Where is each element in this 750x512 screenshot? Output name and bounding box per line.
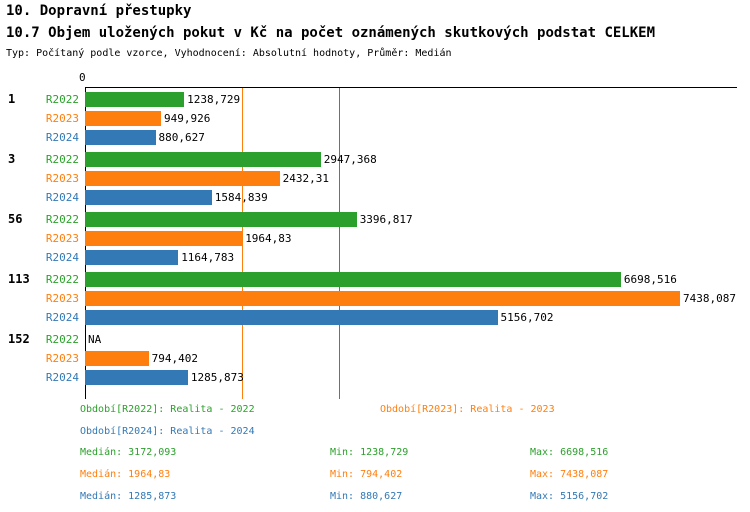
series-label: R2022: [45, 153, 79, 166]
bar-r2023: [85, 171, 280, 186]
bar-group: 113 R2022 6698,516 R2023 7438,087 R2024 5156,7…: [0, 270, 750, 327]
bar-value-label: 5156,702: [500, 311, 554, 324]
bar-value-label: 7438,087: [683, 292, 736, 305]
series-label: R2023: [45, 352, 79, 365]
stat-min-r2023: Min: 794,402: [330, 469, 403, 480]
stat-median-r2022: Medián: 3172,093: [80, 447, 177, 458]
bar-value-label: 1584,839: [214, 191, 268, 204]
series-label: R2024: [45, 131, 79, 144]
bar-r2022: [85, 212, 357, 227]
stat-min-r2022: Min: 1238,729: [330, 447, 409, 458]
bar-value-label: 949,926: [164, 112, 211, 125]
bar-row: R2022 6698,516: [0, 270, 750, 289]
bar-group: 1 R2022 1238,729 R2023 949,926 R2024 880,627: [0, 90, 750, 147]
bar-r2024: [85, 310, 498, 325]
bar-value-label: 794,402: [151, 352, 198, 365]
bar-value-label: 3396,817: [359, 213, 413, 226]
bar-r2024: [85, 370, 188, 385]
bar-group: 56 R2022 3396,817 R2023 1964,83 R2024 1164,783: [0, 210, 750, 267]
group-label: 113: [8, 272, 30, 286]
series-label: R2023: [45, 112, 79, 125]
bar-row: R2022 NA: [0, 330, 750, 349]
axis-zero-label: 0: [79, 71, 86, 84]
bar-row: R2024 1584,839: [0, 188, 750, 207]
bar-value-label: 1238,729: [187, 93, 241, 106]
bar-row: R2023 949,926: [0, 109, 750, 128]
group-label: 56: [8, 212, 23, 226]
bar-r2024: [85, 130, 156, 145]
bar-value-label: 2947,368: [323, 153, 377, 166]
group-label: 3: [8, 152, 16, 166]
bar-row: R2024 1285,873: [0, 368, 750, 387]
stat-max-r2023: Max: 7438,087: [530, 469, 609, 480]
bar-value-label: 1964,83: [245, 232, 292, 245]
bar-r2023: [85, 231, 243, 246]
bar-r2022: [85, 92, 185, 107]
series-label: R2023: [45, 232, 79, 245]
bar-group: 152 R2022 NA R2023 794,402 R2024 1285,873: [0, 330, 750, 387]
series-label: R2022: [45, 93, 79, 106]
bar-r2022: [85, 272, 621, 287]
bar-row: R2023 7438,087: [0, 289, 750, 308]
bar-row: R2023 794,402: [0, 349, 750, 368]
x-axis-line: [85, 87, 737, 88]
bar-row: R2024 5156,702: [0, 308, 750, 327]
legend-item-r2024: Období[R2024]: Realita - 2024: [80, 426, 255, 437]
report-title: 10. Dopravní přestupky: [6, 3, 192, 19]
bar-r2023: [85, 291, 680, 306]
median-line-r2023: [242, 88, 243, 399]
median-line-r2022: [339, 88, 340, 399]
series-label: R2024: [45, 251, 79, 264]
series-label: R2023: [45, 292, 79, 305]
group-label: 152: [8, 332, 30, 346]
bar-value-label: 880,627: [158, 131, 205, 144]
series-label: R2022: [45, 273, 79, 286]
bar-r2024: [85, 250, 179, 265]
bar-row: R2023 1964,83: [0, 229, 750, 248]
bar-r2023: [85, 111, 161, 126]
legend-item-r2022: Období[R2022]: Realita - 2022: [80, 404, 255, 415]
stat-max-r2022: Max: 6698,516: [530, 447, 609, 458]
series-label: R2024: [45, 311, 79, 324]
chart-groups: 1 R2022 1238,729 R2023 949,926 R2024 880,627 3 R…: [0, 90, 750, 390]
bar-value-label: NA: [88, 333, 102, 346]
series-label: R2023: [45, 172, 79, 185]
stat-max-r2024: Max: 5156,702: [530, 491, 609, 502]
stat-median-r2023: Medián: 1964,83: [80, 469, 171, 480]
series-label: R2024: [45, 191, 79, 204]
stat-median-r2024: Medián: 1285,873: [80, 491, 177, 502]
chart-meta: Typ: Počítaný podle vzorce, Vyhodnocení:…: [6, 48, 452, 59]
legend-item-r2023: Období[R2023]: Realita - 2023: [380, 404, 555, 415]
bar-row: R2024 880,627: [0, 128, 750, 147]
chart-title: 10.7 Objem uložených pokut v Kč na počet…: [6, 25, 656, 41]
bar-r2023: [85, 351, 149, 366]
bar-r2024: [85, 190, 212, 205]
bar-r2022: [85, 152, 321, 167]
bar-value-label: 1285,873: [190, 371, 244, 384]
series-label: R2024: [45, 371, 79, 384]
series-label: R2022: [45, 333, 79, 346]
bar-row: R2024 1164,783: [0, 248, 750, 267]
group-label: 1: [8, 92, 16, 106]
bar-value-label: 2432,31: [282, 172, 329, 185]
bar-group: 3 R2022 2947,368 R2023 2432,31 R2024 1584,839: [0, 150, 750, 207]
bar-value-label: 6698,516: [623, 273, 677, 286]
bar-chart: 0 1 R2022 1238,729 R2023 949,926 R2024 880,627…: [0, 66, 750, 406]
series-label: R2022: [45, 213, 79, 226]
bar-row: R2022 2947,368: [0, 150, 750, 169]
bar-row: R2023 2432,31: [0, 169, 750, 188]
bar-value-label: 1164,783: [181, 251, 235, 264]
stat-min-r2024: Min: 880,627: [330, 491, 403, 502]
bar-row: R2022 1238,729: [0, 90, 750, 109]
bar-row: R2022 3396,817: [0, 210, 750, 229]
